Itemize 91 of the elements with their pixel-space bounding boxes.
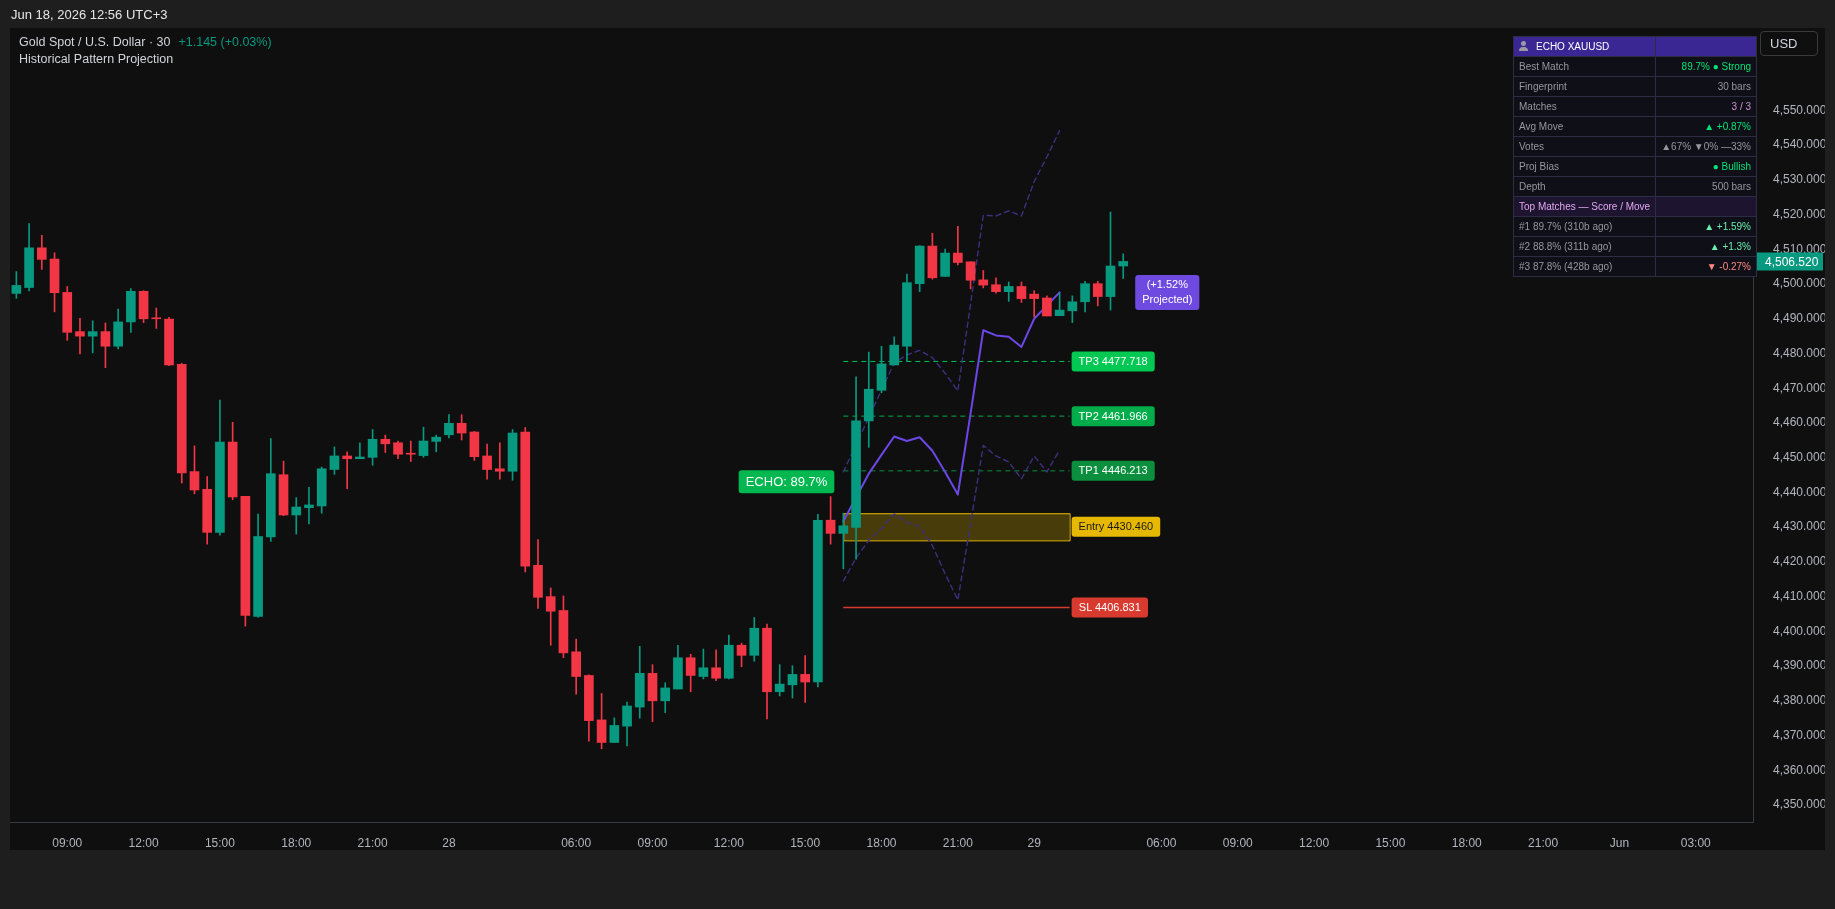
x-tick-label: 18:00 (281, 835, 312, 850)
y-tick-label: 4,360.000 (1773, 762, 1827, 777)
ref-line-label: TP1 4446.213 (1078, 464, 1148, 477)
text: ▼ -0.27% (1706, 261, 1752, 272)
candlestick (291, 497, 302, 535)
text: ▲ +1.3% (1709, 241, 1752, 252)
line-series (842, 444, 1061, 601)
annotation: ECHO: 89.7% (745, 474, 828, 490)
x-tick-label: 09:00 (637, 835, 668, 850)
ref-line-label: TP2 4461.966 (1078, 409, 1148, 422)
annotation: +1.145 (+0.03%) (178, 35, 272, 49)
text: 89.7% ● Strong (1681, 61, 1752, 72)
text: ▲ +1.59% (1704, 221, 1752, 232)
candlestick (774, 664, 785, 697)
y-tick-label: 4,550.000 (1773, 102, 1827, 117)
text: ● Bullish (1712, 161, 1752, 172)
x-tick-label: Jun (1609, 835, 1630, 850)
y-tick-label: 4,450.000 (1773, 450, 1827, 465)
y-tick-label: 4,460.000 (1773, 415, 1827, 430)
y-tick-label: 4,410.000 (1773, 588, 1827, 603)
candlestick (800, 655, 810, 703)
x-tick-label: 12:00 (128, 835, 159, 850)
x-tick-label: 21:00 (942, 835, 974, 850)
text: 4,506.520 (1765, 254, 1819, 269)
category-label: Matches (1513, 96, 1656, 117)
y-tick-label: 4,520.000 (1773, 206, 1827, 221)
y-tick-label: 4,390.000 (1773, 658, 1827, 673)
x-tick-label: 12:00 (713, 835, 745, 850)
candlestick (1118, 253, 1129, 279)
x-tick-label: 06:00 (561, 835, 592, 850)
category-label: Proj Bias (1513, 156, 1656, 177)
y-tick-label: 4,370.000 (1773, 727, 1827, 742)
ref-line-label: SL 4406.831 (1078, 601, 1141, 614)
y-tick-label: 4,380.000 (1773, 693, 1827, 708)
x-tick-label: 18:00 (1451, 835, 1483, 850)
category-label: #1 89.7% (310b ago) (1513, 216, 1656, 237)
candlestick (75, 318, 85, 355)
y-tick-label: 4,470.000 (1773, 380, 1827, 395)
category-label: Depth (1513, 176, 1656, 197)
category-label: #3 87.8% (428b ago) (1513, 256, 1656, 277)
candlestick (1029, 290, 1039, 318)
category-label: Avg Move (1513, 116, 1656, 137)
x-tick-label: 06:00 (1146, 835, 1177, 850)
category-label: Best Match (1513, 56, 1656, 77)
text: ECHO XAUUSD (1536, 41, 1610, 52)
x-tick-label: 18:00 (866, 835, 897, 850)
text: Jun 18, 2026 12:56 UTC+3 (11, 7, 168, 22)
category-label: #2 88.8% (311b ago) (1513, 236, 1656, 257)
x-tick-label: 15:00 (1375, 835, 1406, 850)
line-series (842, 129, 1061, 473)
annotation: (+1.52% Projected) (1142, 278, 1193, 306)
band-label: Entry 4430.460 (1078, 520, 1154, 533)
x-tick-label: 21:00 (357, 835, 388, 850)
candlestick (342, 451, 352, 489)
y-tick-label: 4,500.000 (1773, 276, 1827, 291)
y-tick-label: 4,430.000 (1773, 519, 1827, 534)
y-tick-label: 4,530.000 (1773, 172, 1827, 187)
category-label: Fingerprint (1513, 76, 1656, 97)
x-tick-label: 03:00 (1680, 835, 1712, 850)
y-tick-label: 4,490.000 (1773, 311, 1827, 326)
text: ▲67% ▼0% —33% (1661, 141, 1752, 152)
candlestick (494, 442, 505, 480)
y-tick-label: 4,480.000 (1773, 345, 1827, 360)
category-label: Top Matches — Score / Move (1513, 196, 1656, 217)
x-tick-label: 29 (1027, 835, 1042, 850)
x-tick-label: 21:00 (1528, 835, 1559, 850)
category-label: Votes (1513, 136, 1656, 157)
y-tick-label: 4,440.000 (1773, 484, 1827, 499)
x-tick-label: 15:00 (790, 835, 821, 850)
text: 3 / 3 (1731, 101, 1752, 112)
x-tick-label: 09:00 (52, 835, 83, 850)
candlestick (87, 320, 98, 354)
x-tick-label: 28 (442, 835, 456, 850)
y-tick-label: 4,510.000 (1773, 241, 1827, 256)
text: 500 bars (1712, 181, 1752, 192)
chart-subtitle: Historical Pattern Projection (19, 51, 175, 68)
x-tick-label: 12:00 (1299, 835, 1330, 850)
text: 30 bars (1717, 81, 1752, 92)
y-tick-label: 4,350.000 (1773, 797, 1827, 812)
x-tick-label: 15:00 (204, 835, 236, 850)
y-tick-label: 4,420.000 (1773, 554, 1827, 569)
x-tick-label: 09:00 (1222, 835, 1254, 850)
candlestick (151, 307, 162, 329)
ref-line-label: TP3 4477.718 (1078, 354, 1148, 367)
text: ▲ +0.87% (1704, 121, 1752, 132)
chart-title: Gold Spot / U.S. Dollar · 30 (19, 35, 171, 49)
candlestick (304, 486, 314, 525)
candlestick (405, 440, 416, 462)
y-tick-label: 4,400.000 (1773, 623, 1827, 638)
y-tick-label: 4,540.000 (1773, 137, 1827, 152)
y-axis-title: USD (1760, 31, 1818, 56)
